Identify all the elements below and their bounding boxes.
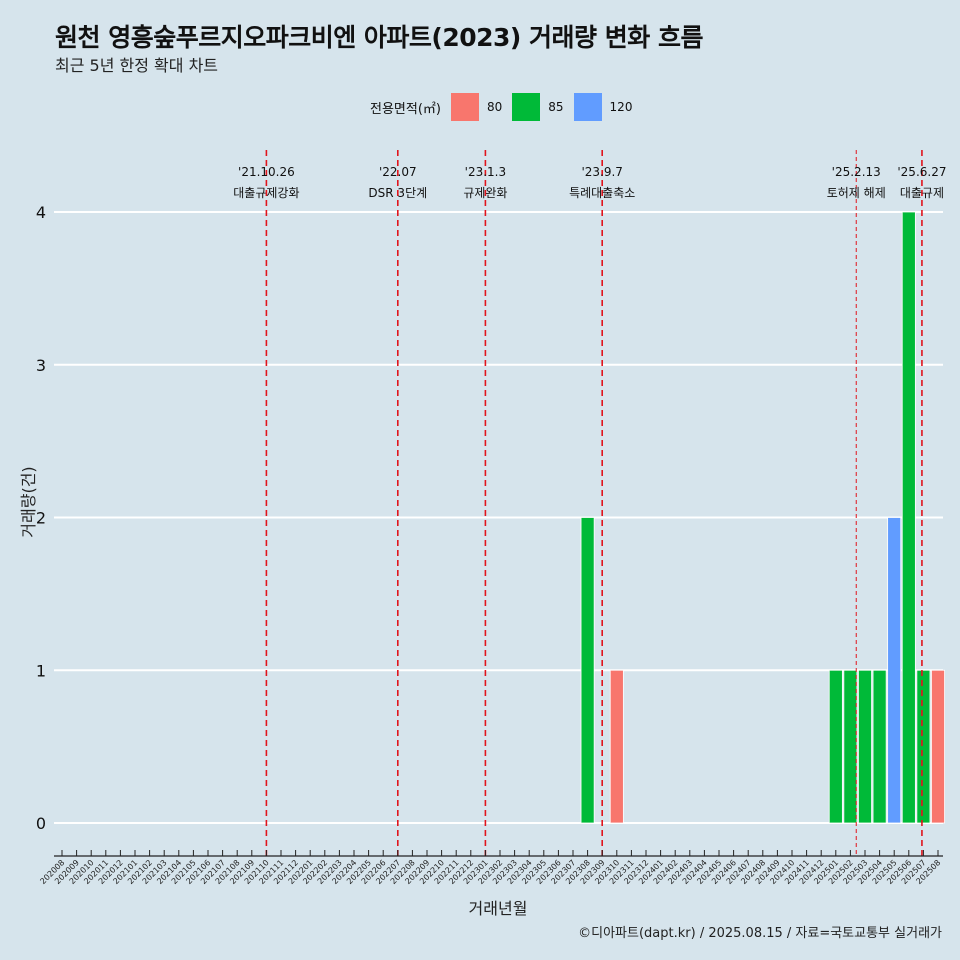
legend-label-85: 85 (548, 100, 564, 114)
y-axis: 0 1 2 3 4 (36, 203, 46, 833)
event-text-label: 토허제 해제 (827, 186, 886, 200)
bar-80-202508 (931, 669, 945, 824)
bar-85-202502 (843, 669, 858, 824)
bar-80-202310 (609, 669, 624, 824)
event-date-label: '21.10.26 (238, 165, 295, 179)
legend-swatch-120 (573, 93, 602, 121)
legend-label-120: 120 (609, 100, 633, 114)
event-text-label: 대출규제 (900, 186, 944, 200)
x-axis: 2020082020092020102020112020122021012021… (38, 850, 943, 886)
legend-item-85: 85 (512, 93, 569, 121)
event-date-label: '25.2.13 (832, 165, 881, 179)
event-date-label: '25.6.27 (897, 165, 946, 179)
y-tick-label: 4 (36, 203, 46, 222)
bars (580, 211, 945, 824)
event-text-label: 규제완화 (463, 186, 507, 200)
chart-title: 원천 영흥숲푸르지오파크비엔 아파트(2023) 거래량 변화 흐름 (55, 23, 703, 52)
event-text-label: 특례대출축소 (569, 186, 635, 200)
y-tick-label: 2 (36, 509, 46, 528)
y-axis-title: 거래량(건) (19, 466, 38, 537)
legend: 전용면적(㎡) 80 85 120 (370, 93, 642, 121)
event-date-label: '23.1.3 (465, 165, 506, 179)
event-text-label: DSR 3단계 (368, 186, 427, 200)
event-lines: '21.10.26 대출규제강화 '22.07 DSR 3단계 '23.1.3 규제완화 '… (233, 150, 946, 856)
event-date-label: '22.07 (379, 165, 417, 179)
bar-85-202308 (580, 517, 595, 824)
legend-item-120: 120 (573, 93, 639, 121)
legend-item-80: 80 (450, 93, 508, 121)
event-date-label: '23.9.7 (581, 165, 622, 179)
x-axis-title: 거래년월 (469, 899, 528, 918)
legend-title: 전용면적(㎡) (370, 101, 441, 117)
event-text-label: 대출규제강화 (233, 186, 299, 200)
bar-85-202507 (916, 669, 931, 824)
y-tick-label: 0 (36, 814, 46, 833)
bar-120-202505 (887, 517, 902, 824)
legend-label-80: 80 (486, 100, 503, 114)
bar-85-202501 (828, 669, 843, 824)
credit-text: ©디아파트(dapt.kr) / 2025.08.15 / 자료=국토교통부 실… (578, 926, 942, 941)
legend-swatch-80 (450, 93, 479, 121)
bar-85-202504 (872, 669, 887, 824)
y-tick-label: 3 (36, 356, 46, 375)
y-tick-label: 1 (36, 661, 46, 680)
bar-85-202503 (858, 669, 872, 824)
grid-lines (54, 211, 943, 824)
chart-subtitle: 최근 5년 한정 확대 차트 (55, 56, 219, 75)
bar-85-202506 (901, 211, 916, 824)
legend-swatch-85 (512, 93, 541, 121)
